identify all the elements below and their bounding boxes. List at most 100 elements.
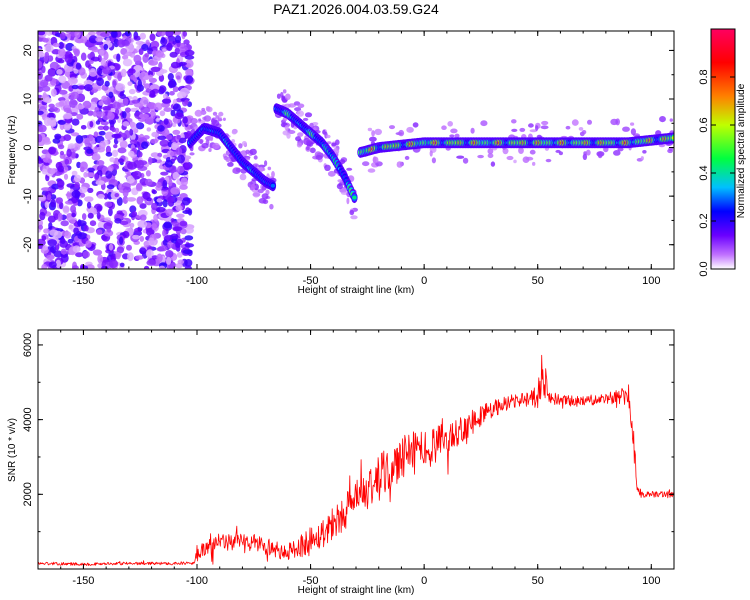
- noise-blob: [80, 177, 85, 184]
- noise-blob: [116, 246, 125, 254]
- signal-halo: [232, 168, 237, 174]
- signal-halo: [487, 148, 494, 155]
- noise-blob: [100, 57, 106, 66]
- noise-blob: [102, 66, 112, 75]
- noise-blob: [84, 196, 94, 203]
- noise-blob: [146, 259, 157, 266]
- signal-halo: [199, 139, 203, 145]
- noise-blob: [74, 31, 81, 39]
- signal-halo: [331, 142, 337, 147]
- noise-blob: [84, 84, 93, 92]
- noise-blob: [41, 168, 48, 175]
- signal-halo: [597, 151, 603, 159]
- noise-blob: [150, 66, 161, 73]
- noise-blob: [161, 36, 165, 43]
- signal-halo: [529, 149, 536, 155]
- noise-blob: [53, 250, 63, 258]
- noise-blob: [71, 196, 78, 204]
- noise-blob: [47, 68, 57, 77]
- noise-blob: [151, 189, 157, 195]
- noise-blob: [87, 53, 93, 60]
- signal-halo: [398, 129, 405, 137]
- colorbar-tick-label: 0.0: [698, 261, 710, 276]
- signal-halo: [245, 149, 250, 154]
- noise-blob: [167, 80, 177, 88]
- signal-halo: [203, 115, 212, 122]
- noise-blob: [85, 240, 92, 248]
- noise-blob: [116, 53, 121, 62]
- noise-blob: [130, 122, 137, 131]
- noise-blob: [67, 143, 76, 149]
- noise-blob: [166, 256, 172, 265]
- noise-blob: [94, 173, 99, 181]
- noise-blob: [103, 43, 109, 51]
- noise-blob: [43, 228, 50, 234]
- noise-blob: [63, 173, 69, 180]
- signal-halo: [267, 166, 272, 171]
- noise-blob: [68, 99, 78, 108]
- noise-blob: [38, 60, 43, 69]
- noise-blob: [128, 150, 135, 157]
- signal-halo: [288, 103, 296, 108]
- snr-y-axis-title: SNR (10 * v/v): [7, 418, 18, 482]
- noise-blob: [187, 208, 193, 216]
- noise-blob: [174, 35, 182, 44]
- noise-blob: [71, 212, 76, 218]
- noise-blob: [151, 202, 158, 211]
- signal-halo: [658, 144, 666, 148]
- noise-blob: [57, 59, 65, 64]
- signal-halo: [208, 148, 212, 152]
- signal-halo: [540, 125, 549, 130]
- noise-blob: [127, 252, 134, 262]
- noise-blob: [145, 117, 154, 125]
- noise-blob: [139, 247, 147, 255]
- noise-blob: [78, 67, 86, 76]
- noise-blob: [63, 134, 72, 142]
- noise-blob: [172, 86, 179, 93]
- noise-blob: [184, 265, 193, 269]
- noise-blob: [182, 31, 188, 37]
- noise-blob: [126, 171, 133, 177]
- spectrogram-x-tick-label: -50: [303, 275, 319, 287]
- noise-blob: [75, 104, 85, 110]
- signal-halo: [264, 160, 268, 167]
- signal-halo: [218, 111, 224, 117]
- snr-frame: [37, 329, 675, 570]
- noise-blob: [161, 98, 172, 104]
- signal-halo: [369, 136, 377, 142]
- noise-blob: [141, 43, 149, 52]
- signal-halo: [337, 179, 344, 183]
- noise-blob: [183, 39, 190, 45]
- noise-blob: [159, 110, 166, 117]
- noise-blob: [98, 130, 106, 136]
- signal-halo: [322, 129, 326, 135]
- noise-blob: [57, 144, 65, 150]
- noise-blob: [72, 245, 81, 253]
- signal-halo: [306, 146, 310, 151]
- signal-halo: [297, 103, 305, 109]
- noise-blob: [105, 145, 111, 154]
- noise-blob: [100, 121, 109, 126]
- snr-plot-area: [38, 354, 674, 566]
- noise-blob: [110, 31, 118, 38]
- noise-blob: [92, 249, 103, 256]
- noise-blob: [87, 110, 94, 116]
- noise-blob: [77, 232, 87, 240]
- noise-blob: [67, 238, 74, 244]
- signal-halo: [571, 119, 579, 126]
- noise-blob: [106, 184, 115, 190]
- noise-blob: [162, 179, 168, 189]
- noise-blob: [43, 117, 52, 127]
- snr-x-tick-label: 50: [532, 575, 544, 587]
- noise-blob: [182, 116, 188, 124]
- signal-halo: [252, 191, 261, 198]
- noise-blob: [184, 99, 189, 105]
- noise-blob: [157, 152, 163, 158]
- noise-blob: [162, 229, 167, 237]
- noise-blob: [72, 48, 79, 54]
- signal-halo: [335, 139, 340, 146]
- signal-halo: [511, 128, 518, 132]
- noise-blob: [82, 213, 87, 221]
- noise-blob: [147, 48, 154, 55]
- noise-blob: [44, 97, 52, 104]
